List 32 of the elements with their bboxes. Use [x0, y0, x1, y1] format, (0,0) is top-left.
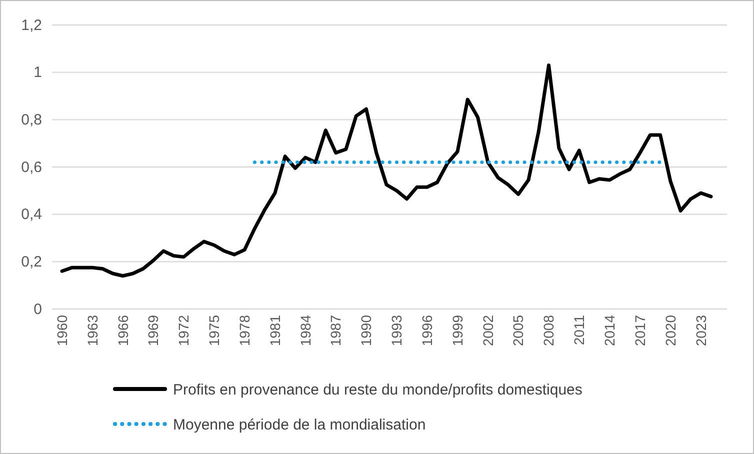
- y-tick-label: 0,8: [21, 111, 42, 128]
- x-tick-label: 2011: [571, 314, 588, 346]
- y-tick-label: 0,6: [21, 158, 42, 176]
- legend-label: Moyenne période de la mondialisation: [173, 416, 426, 434]
- x-tick-label: 1960: [54, 314, 70, 346]
- x-tick-label: 1990: [358, 314, 374, 346]
- x-tick-label: 1975: [206, 314, 222, 346]
- y-tick-label: 0,2: [21, 253, 42, 270]
- x-tick-label: 2020: [662, 314, 678, 346]
- x-tick-label: 1987: [328, 314, 344, 346]
- y-tick-label: 0,4: [21, 206, 42, 224]
- x-tick-label: 1969: [145, 314, 162, 346]
- x-tick-label: 2014: [601, 314, 618, 346]
- x-tick-label: 1981: [266, 314, 283, 346]
- x-tick-label: 1963: [84, 314, 100, 346]
- x-tick-label: 1999: [449, 314, 466, 346]
- line-series: [60, 63, 713, 278]
- x-tick-label: 1993: [388, 314, 405, 346]
- x-tick-label: 2008: [540, 314, 557, 346]
- x-tick-label: 1984: [297, 314, 314, 346]
- x-tick-label: 2005: [510, 314, 526, 346]
- x-tick-label: 2017: [632, 314, 648, 346]
- x-tick-label: 2002: [480, 314, 496, 346]
- x-tick-label: 2023: [692, 314, 709, 346]
- y-tick-label: 1,2: [21, 16, 42, 34]
- x-tick-label: 1966: [114, 314, 131, 346]
- x-tick-label: 1996: [418, 314, 435, 346]
- y-tick-label: 1: [34, 64, 42, 82]
- y-tick-label: 0: [34, 300, 42, 318]
- x-tick-label: 1972: [176, 314, 192, 346]
- x-tick-label: 1978: [236, 314, 252, 346]
- legend-label: Profits en provenance du reste du monde/profits domestiques: [173, 381, 582, 398]
